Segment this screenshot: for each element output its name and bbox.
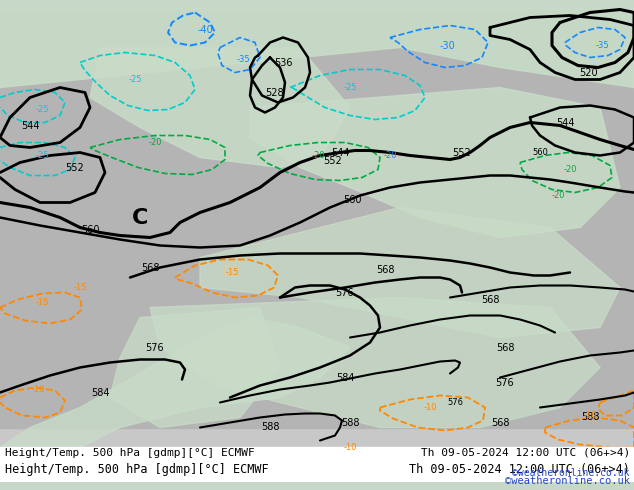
Text: 520: 520 [579, 68, 597, 77]
Text: 568: 568 [496, 343, 514, 352]
Text: 576: 576 [335, 288, 354, 297]
Text: 588: 588 [340, 417, 359, 427]
Text: C: C [132, 207, 148, 227]
Text: ©weatheronline.co.uk: ©weatheronline.co.uk [505, 475, 630, 486]
Bar [0, 9, 634, 427]
Text: -10: -10 [583, 411, 597, 420]
Text: 544: 544 [21, 121, 39, 130]
Polygon shape [110, 308, 280, 427]
Text: 544: 544 [331, 147, 349, 157]
Text: 528: 528 [266, 88, 284, 98]
Text: -25: -25 [36, 151, 49, 160]
Text: 536: 536 [274, 57, 292, 68]
Text: -25: -25 [36, 105, 49, 114]
Text: 576: 576 [496, 377, 514, 388]
Text: -10: -10 [31, 385, 45, 394]
Text: 588: 588 [261, 422, 279, 433]
Text: -35: -35 [595, 41, 609, 50]
Text: 568: 568 [481, 294, 499, 304]
Text: -20: -20 [551, 191, 565, 200]
Text: 560: 560 [81, 224, 100, 235]
Text: 576: 576 [447, 398, 463, 407]
Text: -35: -35 [236, 55, 250, 64]
Polygon shape [90, 48, 350, 168]
Text: -30: -30 [439, 41, 455, 50]
Text: 552: 552 [66, 163, 84, 172]
Text: -40: -40 [197, 24, 213, 34]
Polygon shape [0, 7, 634, 88]
Text: 552: 552 [323, 155, 342, 166]
Text: 552: 552 [453, 147, 471, 157]
Text: -10: -10 [343, 443, 357, 452]
Polygon shape [250, 88, 620, 238]
Text: 584: 584 [91, 388, 109, 397]
Text: 560: 560 [532, 148, 548, 157]
Text: Height/Temp. 500 hPa [gdmp][°C] ECMWF: Height/Temp. 500 hPa [gdmp][°C] ECMWF [5, 447, 255, 458]
Text: -20: -20 [383, 151, 397, 160]
Polygon shape [0, 318, 350, 447]
Polygon shape [200, 207, 620, 338]
Text: 568: 568 [491, 417, 509, 427]
Text: 576: 576 [146, 343, 164, 352]
Text: 544: 544 [556, 118, 574, 127]
Text: 568: 568 [141, 263, 159, 272]
Text: 588: 588 [581, 413, 599, 422]
Text: Height/Temp. 500 hPa [gdmp][°C] ECMWF: Height/Temp. 500 hPa [gdmp][°C] ECMWF [5, 463, 269, 475]
Text: -25: -25 [128, 75, 142, 84]
Text: -10: -10 [424, 403, 437, 412]
Polygon shape [150, 297, 600, 427]
Text: -20: -20 [148, 138, 162, 147]
Text: -15: -15 [74, 283, 87, 292]
Text: -15: -15 [36, 298, 49, 307]
Bar [0, 447, 634, 483]
Text: ©weatheronline.co.uk: ©weatheronline.co.uk [512, 467, 630, 477]
Text: -15: -15 [225, 268, 239, 277]
Text: Th 09-05-2024 12:00 UTC (06+>4): Th 09-05-2024 12:00 UTC (06+>4) [409, 463, 630, 475]
Text: 584: 584 [336, 372, 354, 383]
Text: -20: -20 [311, 151, 325, 160]
Text: 568: 568 [376, 265, 394, 274]
Text: 560: 560 [343, 195, 361, 204]
Text: Th 09-05-2024 12:00 UTC (06+>4): Th 09-05-2024 12:00 UTC (06+>4) [421, 447, 630, 458]
Text: -25: -25 [343, 83, 357, 92]
Text: -20: -20 [563, 165, 577, 174]
